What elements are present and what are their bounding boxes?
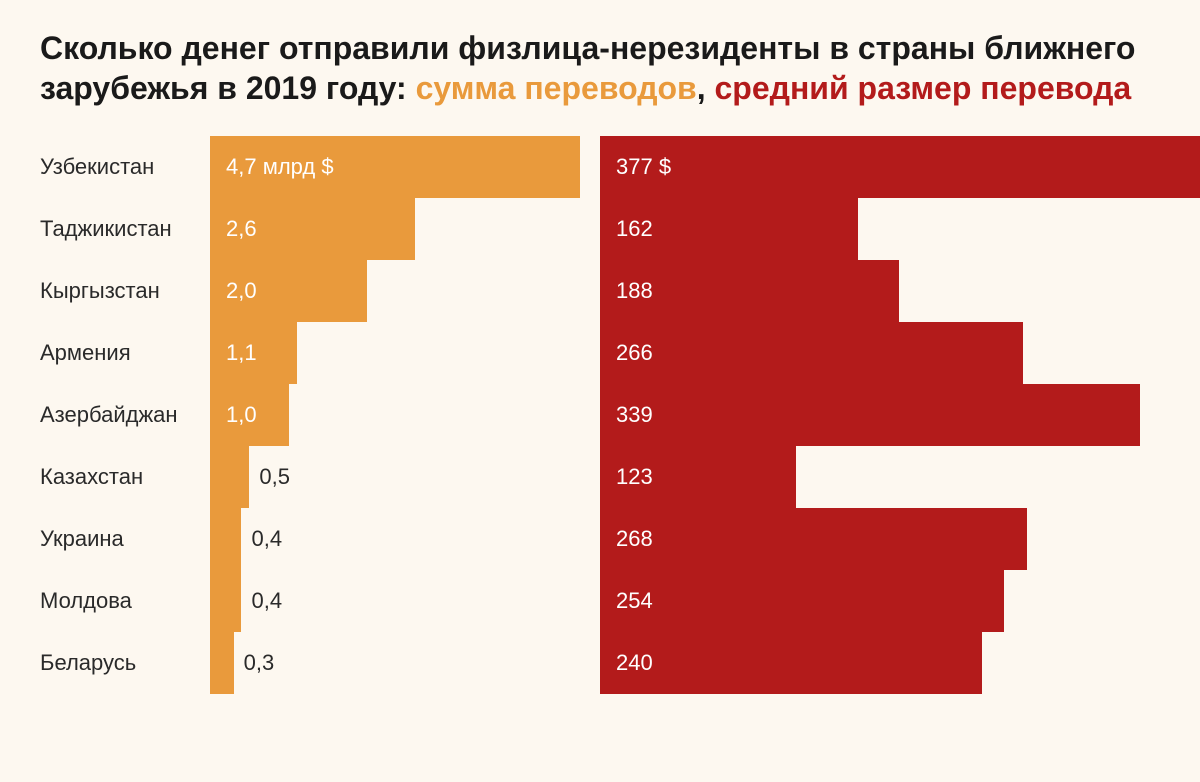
chart-row: Армения 1,1 266	[40, 322, 1160, 384]
series2-value: 123	[616, 464, 653, 490]
series1-zone: 0,3	[210, 632, 580, 694]
series1-zone: 1,0	[210, 384, 580, 446]
series1-value: 2,0	[226, 278, 257, 304]
series1-value: 0,3	[244, 650, 275, 676]
dual-bar-chart: Узбекистан 4,7 млрд $ 377 $ Таджикистан 2,6 1…	[40, 136, 1160, 694]
series2-zone: 254	[600, 570, 1200, 632]
series2-value: 377 $	[616, 154, 671, 180]
series2-bar	[600, 508, 1027, 570]
series1-zone: 0,4	[210, 508, 580, 570]
category-label: Украина	[40, 508, 210, 570]
series1-zone: 2,6	[210, 198, 580, 260]
series2-bar	[600, 570, 1004, 632]
series2-zone: 188	[600, 260, 1200, 322]
chart-row: Казахстан 0,5 123	[40, 446, 1160, 508]
series2-value: 188	[616, 278, 653, 304]
series1-zone: 0,5	[210, 446, 580, 508]
series1-zone: 0,4	[210, 570, 580, 632]
series2-zone: 123	[600, 446, 1200, 508]
series2-zone: 240	[600, 632, 1200, 694]
title-series2: средний размер перевода	[715, 70, 1132, 106]
series1-value: 0,4	[251, 588, 282, 614]
category-label: Беларусь	[40, 632, 210, 694]
series1-zone: 2,0	[210, 260, 580, 322]
category-label: Узбекистан	[40, 136, 210, 198]
chart-row: Узбекистан 4,7 млрд $ 377 $	[40, 136, 1160, 198]
category-label: Казахстан	[40, 446, 210, 508]
series1-value: 1,1	[226, 340, 257, 366]
category-label: Армения	[40, 322, 210, 384]
category-label: Кыргызстан	[40, 260, 210, 322]
series1-bar	[210, 446, 249, 508]
series2-zone: 162	[600, 198, 1200, 260]
chart-title: Сколько денег отправили физлица-нерезиде…	[40, 28, 1160, 108]
series2-bar	[600, 384, 1140, 446]
series2-zone: 339	[600, 384, 1200, 446]
category-label: Таджикистан	[40, 198, 210, 260]
series2-value: 339	[616, 402, 653, 428]
series2-zone: 268	[600, 508, 1200, 570]
series1-value: 0,4	[251, 526, 282, 552]
series2-zone: 266	[600, 322, 1200, 384]
series1-bar	[210, 570, 241, 632]
series2-value: 266	[616, 340, 653, 366]
series2-value: 268	[616, 526, 653, 552]
chart-row: Украина 0,4 268	[40, 508, 1160, 570]
series2-zone: 377 $	[600, 136, 1200, 198]
series2-bar	[600, 632, 982, 694]
series1-bar	[210, 508, 241, 570]
category-label: Молдова	[40, 570, 210, 632]
series1-value: 1,0	[226, 402, 257, 428]
series2-bar	[600, 136, 1200, 198]
chart-row: Азербайджан 1,0 339	[40, 384, 1160, 446]
series2-bar	[600, 322, 1023, 384]
series1-zone: 1,1	[210, 322, 580, 384]
series1-value: 0,5	[259, 464, 290, 490]
series2-value: 162	[616, 216, 653, 242]
chart-row: Таджикистан 2,6 162	[40, 198, 1160, 260]
series2-value: 254	[616, 588, 653, 614]
series1-value: 4,7 млрд $	[226, 154, 334, 180]
category-label: Азербайджан	[40, 384, 210, 446]
chart-row: Кыргызстан 2,0 188	[40, 260, 1160, 322]
title-separator: ,	[697, 70, 715, 106]
series1-bar	[210, 632, 234, 694]
chart-row: Беларусь 0,3 240	[40, 632, 1160, 694]
chart-row: Молдова 0,4 254	[40, 570, 1160, 632]
title-series1: сумма переводов	[416, 70, 697, 106]
series2-value: 240	[616, 650, 653, 676]
series1-zone: 4,7 млрд $	[210, 136, 580, 198]
series1-value: 2,6	[226, 216, 257, 242]
